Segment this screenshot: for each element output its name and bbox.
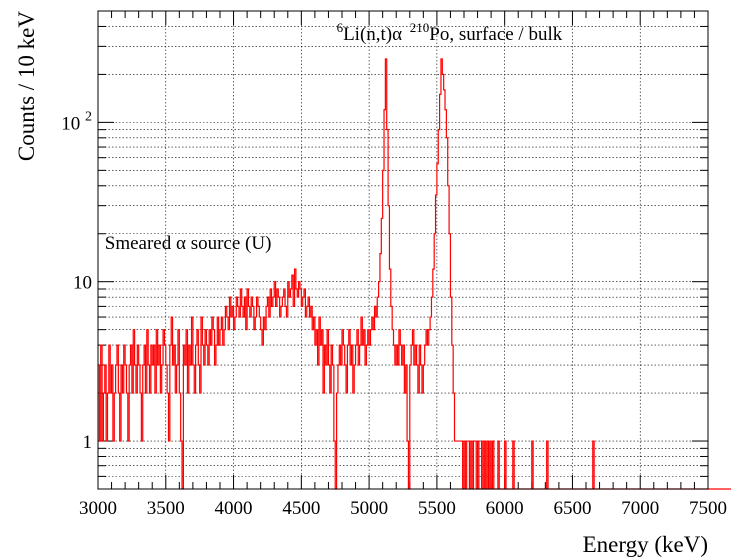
plot-frame — [97, 10, 709, 490]
y-tick-label: 10 2 — [61, 109, 92, 134]
x-tick-labels: 3000 3500 4000 4500 5000 5500 6000 6500 7000 7500 — [79, 498, 727, 519]
series-line — [98, 58, 731, 490]
annotation-po: 210Po, surface / bulk — [410, 20, 563, 45]
annotation-li: 6Li(n,t)α — [337, 20, 403, 45]
x-tick-label: 3000 — [79, 498, 117, 519]
x-tick-label: 5000 — [350, 498, 388, 519]
y-tick-label: 1 — [83, 432, 93, 453]
x-tick-label: 4500 — [282, 498, 320, 519]
x-axis-label: Energy (keV) — [583, 532, 708, 557]
annotations: 6Li(n,t)α 210Po, surface / bulk Smeared α … — [105, 20, 563, 254]
y-tick-label: 10 — [73, 273, 92, 294]
x-tick-label: 3500 — [147, 498, 185, 519]
x-tick-label: 4000 — [215, 498, 253, 519]
x-tick-label: 5500 — [418, 498, 456, 519]
x-tick-label: 7000 — [621, 498, 659, 519]
y-tick-labels: 1 10 10 2 — [61, 109, 92, 453]
annotation-smeared: Smeared α source (U) — [105, 233, 272, 254]
x-tick-label: 7500 — [689, 498, 727, 519]
y-axis-label: Counts / 10 keV — [14, 11, 39, 162]
x-tick-label: 6000 — [486, 498, 524, 519]
x-tick-label: 6500 — [553, 498, 591, 519]
